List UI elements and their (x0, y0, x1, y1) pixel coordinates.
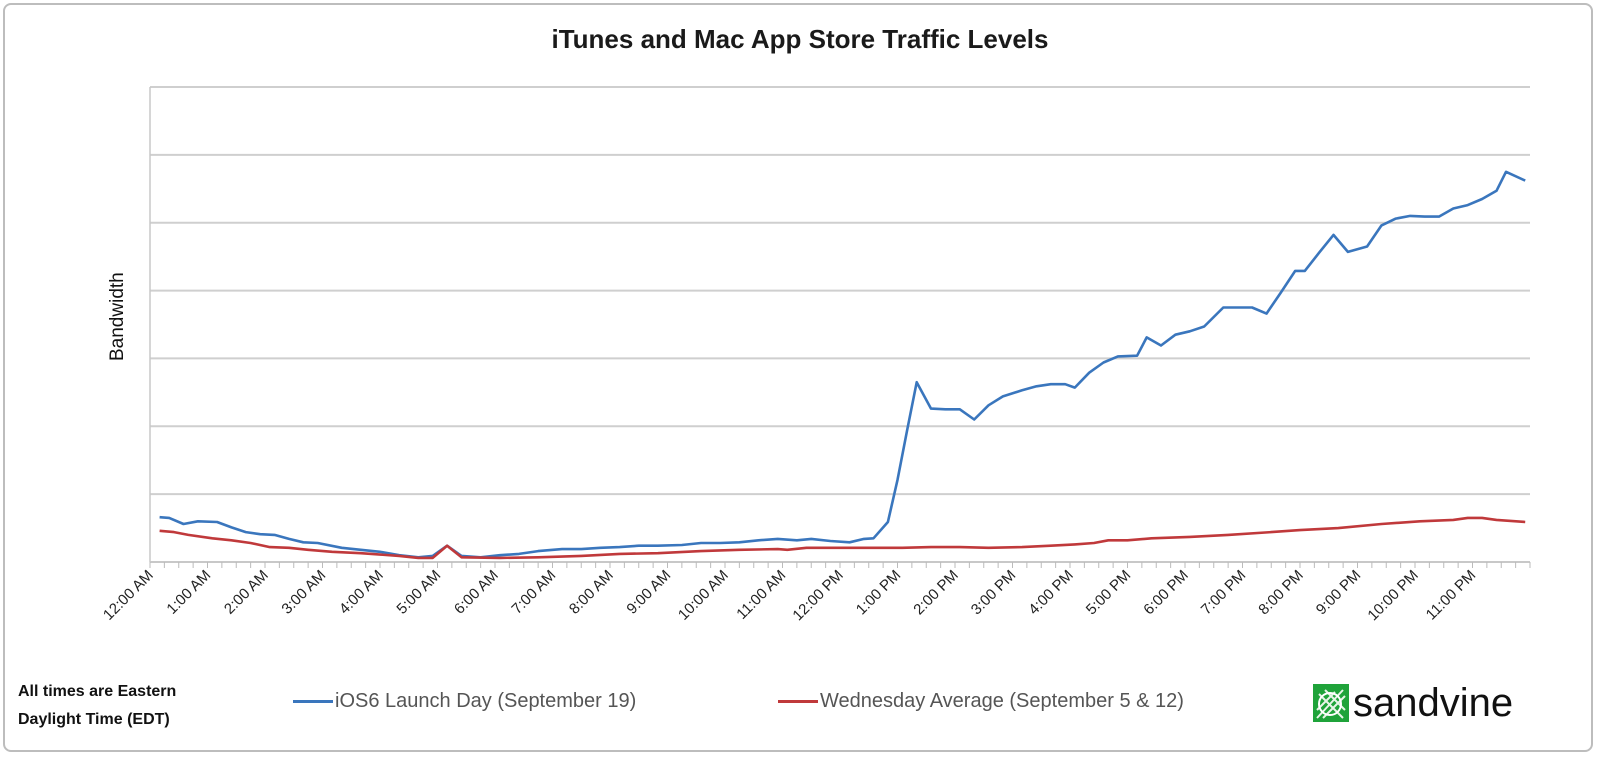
series-line-0 (159, 170, 1526, 559)
x-tick-label: 7:00 AM (508, 567, 559, 618)
x-tick-label: 9:00 PM (1313, 567, 1365, 619)
x-tick-label: 10:00 PM (1364, 567, 1421, 624)
logo-text: sandvine (1353, 681, 1514, 725)
x-tick-label: 8:00 AM (566, 567, 617, 618)
sandvine-logo-icon (1313, 684, 1349, 722)
timezone-note: All times are Eastern Daylight Time (EDT… (18, 678, 176, 734)
x-tick-label: 1:00 AM (163, 567, 214, 618)
legend-item-wednesday: Wednesday Average (September 5 & 12) (778, 690, 1184, 713)
legend-item-ios6: iOS6 Launch Day (September 19) (293, 690, 636, 713)
chart-title: iTunes and Mac App Store Traffic Levels (551, 24, 1049, 54)
x-tick-label: 7:00 PM (1198, 567, 1250, 619)
legend-label: iOS6 Launch Day (September 19) (335, 690, 637, 712)
x-tick-label: 12:00 AM (100, 567, 157, 624)
timezone-note-line1: All times are Eastern (18, 683, 177, 700)
x-tick-label: 2:00 PM (910, 567, 962, 619)
x-tick-label: 4:00 PM (1025, 567, 1077, 619)
x-tick-label: 9:00 AM (623, 567, 674, 618)
x-tick-label: 5:00 AM (393, 567, 444, 618)
x-tick-label: 1:00 PM (853, 567, 905, 619)
chart-frame (3, 3, 1593, 752)
series-line-1 (159, 516, 1526, 560)
legend-label: Wednesday Average (September 5 & 12) (820, 690, 1184, 712)
legend-swatch-blue (293, 700, 333, 703)
x-tick-label: 6:00 AM (451, 567, 502, 618)
x-tick-label: 10:00 AM (675, 567, 732, 624)
sandvine-logo: sandvine (1313, 683, 1513, 723)
x-tick-label: 5:00 PM (1083, 567, 1135, 619)
x-tick-label: 8:00 PM (1255, 567, 1307, 619)
x-tick-label: 11:00 AM (733, 567, 789, 623)
timezone-note-line2: Daylight Time (EDT) (18, 711, 170, 728)
x-tick-label: 12:00 PM (789, 567, 846, 624)
x-tick-label: 11:00 PM (1423, 567, 1480, 624)
x-tick-label: 6:00 PM (1140, 567, 1192, 619)
x-tick-label: 2:00 AM (221, 567, 272, 618)
x-tick-label: 3:00 AM (278, 567, 329, 618)
x-tick-label: 3:00 PM (968, 567, 1020, 619)
legend-swatch-red (778, 700, 818, 703)
x-tick-label: 4:00 AM (336, 567, 387, 618)
